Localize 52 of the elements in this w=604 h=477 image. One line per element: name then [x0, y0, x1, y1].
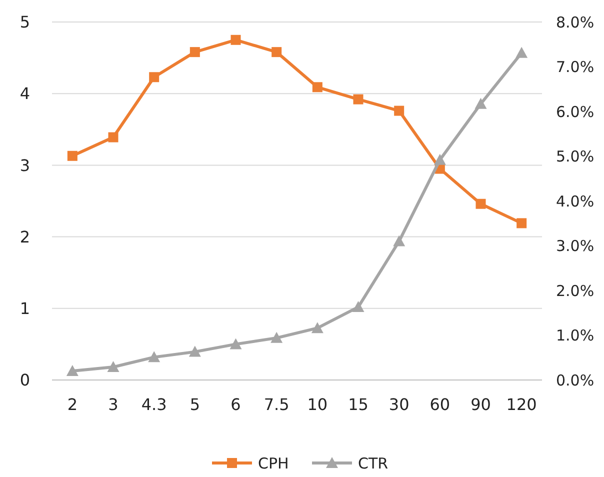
y2-tick-label: 0.0%	[556, 371, 594, 390]
point	[148, 351, 160, 362]
point	[352, 301, 364, 312]
point	[230, 338, 242, 350]
point	[516, 46, 528, 58]
point	[311, 322, 324, 334]
legend-label: CPH	[258, 454, 289, 472]
x-tick-label: 7.5	[264, 395, 290, 414]
point	[393, 235, 406, 246]
point	[190, 47, 200, 58]
y-tick-label: 4	[20, 84, 30, 104]
y2-tick-label: 2.0%	[556, 282, 594, 300]
x-tick-label: 10	[307, 395, 328, 414]
y2-tick-label: 1.0%	[556, 326, 594, 344]
x-tick-label: 60	[430, 395, 450, 414]
y2-tick-label: 4.0%	[556, 192, 594, 210]
point	[149, 72, 160, 82]
point	[108, 132, 118, 142]
y2-tick-label: 3.0%	[556, 237, 594, 255]
x-tick-label: 30	[388, 395, 410, 414]
point	[474, 98, 487, 109]
x-tick-label: 2	[67, 395, 78, 414]
y2-tick-label: 7.0%	[556, 58, 594, 76]
y-tick-label: 0	[20, 370, 30, 390]
point	[230, 34, 241, 45]
x-tick-label: 3	[108, 395, 118, 414]
point	[476, 198, 486, 209]
point	[188, 346, 201, 357]
y-tick-label: 3	[20, 156, 30, 175]
y-tick-label: 2	[20, 227, 30, 246]
point	[353, 94, 364, 104]
y2-tick-label: 5.0%	[556, 148, 594, 166]
x-tick-label: 5	[190, 395, 200, 414]
y-tick-label: 1	[20, 299, 30, 318]
y-tick-label: 5	[20, 12, 30, 32]
point	[434, 154, 446, 165]
point	[67, 150, 78, 161]
point	[394, 106, 404, 116]
point	[516, 218, 527, 228]
point	[272, 47, 282, 58]
x-tick-label: 90	[470, 395, 491, 414]
x-tick-label: 15	[348, 395, 368, 414]
point	[66, 365, 78, 376]
x-tick-label: 4.3	[141, 395, 167, 414]
y2-tick-label: 8.0%	[556, 13, 594, 32]
x-tick-label: 6	[230, 395, 241, 414]
point	[107, 361, 120, 372]
x-tick-label: 120	[506, 395, 537, 414]
point	[312, 82, 322, 92]
point	[270, 332, 283, 343]
y2-tick-label: 6.0%	[556, 102, 594, 121]
legend-label: CTR	[358, 454, 388, 472]
